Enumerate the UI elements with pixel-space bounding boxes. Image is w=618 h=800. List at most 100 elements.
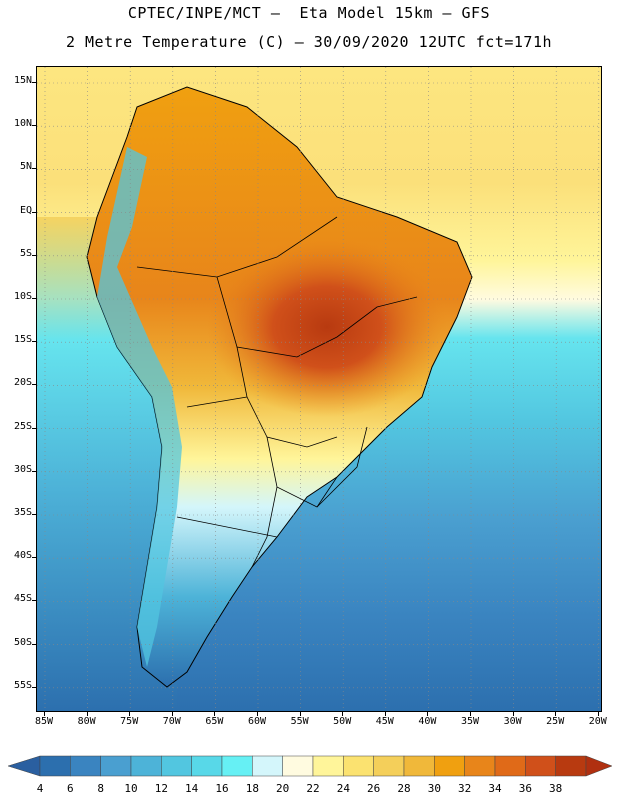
temperature-map (36, 66, 602, 712)
colorbar-segment (39, 755, 71, 777)
latitude-tick (32, 82, 36, 83)
colorbar-segment (403, 755, 435, 777)
longitude-tick (597, 712, 599, 716)
latitude-label: 40S (13, 550, 32, 562)
latitude-label: EQ (19, 204, 32, 216)
colorbar-segment (130, 755, 162, 777)
colorbar-under-arrow (7, 755, 41, 777)
latitude-label: 5N (19, 161, 32, 173)
latitude-label: 25S (13, 420, 32, 432)
longitude-tick (257, 712, 258, 716)
colorbar-segment (343, 755, 374, 777)
longitude-tick (129, 712, 131, 716)
longitude-tick (342, 712, 344, 716)
longitude-label: 20W (588, 716, 607, 727)
latitude-tick (32, 686, 36, 688)
colorbar-segment (282, 755, 314, 777)
map-canvas (37, 67, 601, 711)
longitude-label: 85W (34, 716, 54, 727)
colorbar-segment (555, 755, 587, 777)
latitude-label: 15N (13, 75, 32, 86)
longitude-label: 45W (375, 716, 394, 727)
colorbar-tick-label: 34 (488, 782, 502, 795)
latitude-label: 45S (13, 593, 32, 605)
colorbar-segment (312, 755, 344, 777)
longitude-tick (427, 712, 429, 716)
longitude-label: 40W (418, 716, 437, 727)
colorbar-tick-label: 14 (185, 782, 199, 795)
map-title: CPTEC/INPE/MCT – Eta Model 15km – GFS (127, 4, 491, 22)
colorbar-segment (525, 755, 556, 777)
latitude-tick (32, 470, 36, 472)
colorbar-tick-label: 32 (458, 782, 472, 795)
longitude-label: 60W (247, 716, 267, 727)
colorbar-segment (434, 755, 465, 777)
colorbar-tick-label: 20 (276, 782, 290, 795)
colorbar-tick-label: 36 (518, 782, 532, 795)
colorbar-segment (464, 755, 496, 777)
latitude-tick (32, 254, 36, 256)
longitude-label: 75W (120, 716, 139, 727)
colorbar-tick-label: 30 (427, 782, 441, 795)
latitude-tick (32, 557, 36, 559)
colorbar-segment (191, 755, 223, 777)
colorbar-segment (373, 755, 405, 777)
latitude-label: 55S (13, 679, 32, 691)
colorbar-tick-label: 16 (215, 782, 229, 795)
latitude-label: 35S (13, 507, 32, 518)
longitude-label: 65W (205, 716, 224, 727)
latitude-tick (32, 384, 36, 386)
longitude-label: 55W (290, 716, 309, 727)
colorbar-segment (494, 755, 526, 777)
latitude-label: 10S (13, 291, 32, 302)
longitude-label: 80W (77, 716, 96, 727)
longitude-tick (470, 712, 471, 716)
longitude-label: 35W (460, 716, 480, 727)
latitude-tick (32, 600, 36, 602)
longitude-tick (555, 712, 557, 716)
longitude-tick (86, 712, 88, 716)
longitude-tick (299, 712, 301, 716)
latitude-tick (32, 211, 36, 213)
latitude-tick (32, 168, 36, 170)
longitude-label: 25W (546, 716, 565, 727)
hot-core-region (207, 237, 447, 417)
latitude-tick (32, 125, 36, 127)
longitude-label: 70W (162, 716, 181, 727)
latitude-label: 15S (13, 334, 32, 346)
longitude-tick (44, 712, 45, 716)
colorbar-tick-label: 12 (154, 782, 168, 795)
country-borders (136, 216, 418, 568)
colorbar-tick-label: 18 (245, 782, 259, 795)
latitude-label: 50S (13, 636, 32, 648)
colorbar-tick-label: 22 (306, 782, 320, 795)
longitude-tick (214, 712, 216, 716)
andes-cool-strip (97, 147, 182, 667)
latitude-tick (32, 643, 36, 645)
colorbar-segment (100, 755, 132, 777)
latitude-label: 30S (13, 463, 32, 475)
colorbar-segment (252, 755, 283, 777)
colorbar-tick-label: 38 (549, 782, 563, 795)
longitude-tick (512, 712, 514, 716)
latitude-tick (32, 341, 36, 343)
longitude-label: 30W (503, 716, 522, 727)
colorbar-tick-label: 8 (97, 782, 104, 795)
colorbar-tick-label: 26 (367, 782, 381, 795)
longitude-tick (384, 712, 386, 716)
colorbar-segment (161, 755, 192, 777)
colorbar-tick-label: 6 (67, 782, 74, 795)
colorbar-segment (70, 755, 101, 777)
colorbar-tick-label: 24 (336, 782, 350, 795)
longitude-label: 50W (333, 716, 352, 727)
latitude-tick (32, 298, 36, 299)
temperature-colorbar (7, 755, 613, 777)
colorbar-tick-label: 4 (36, 782, 44, 795)
latitude-label: 5S (19, 247, 32, 259)
longitude-tick (171, 712, 173, 716)
colorbar-segment (221, 755, 253, 777)
colorbar-tick-label: 10 (124, 782, 138, 795)
colorbar-tick-label: 28 (397, 782, 411, 795)
map-subtitle: 2 Metre Temperature (C) – 30/09/2020 12U… (65, 33, 553, 51)
latitude-label: 20S (13, 377, 32, 389)
